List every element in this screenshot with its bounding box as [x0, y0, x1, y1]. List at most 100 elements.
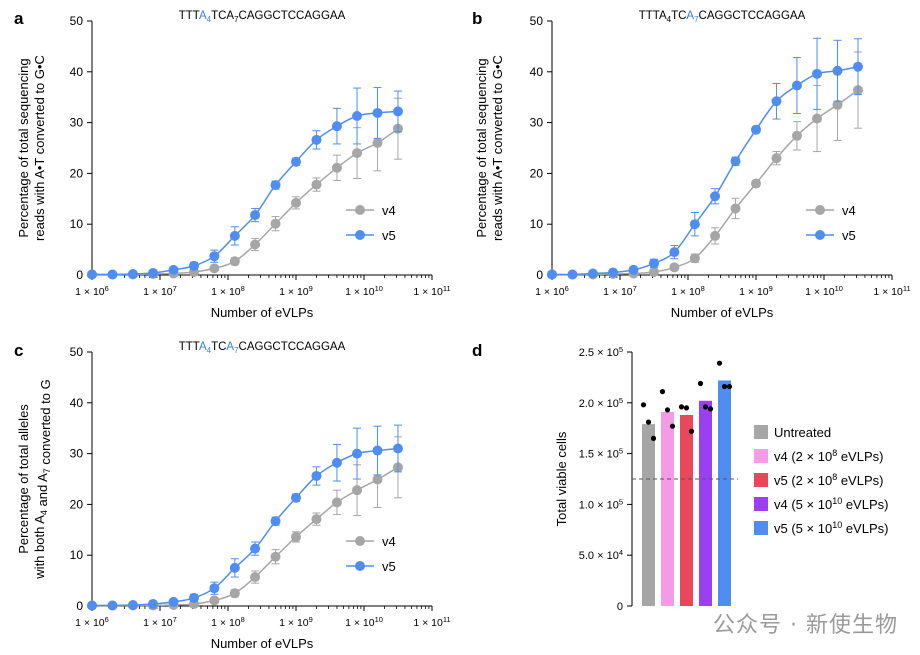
- panel-letter-d: d: [472, 341, 482, 360]
- y-axis-label: Total viable cells: [554, 431, 569, 526]
- sequence-title: TTTA4TCA7CAGGCTCCAGGAA: [639, 10, 806, 24]
- data-point-v5: [648, 258, 659, 269]
- replicate-point: [702, 404, 709, 410]
- data-point-v5: [127, 599, 138, 610]
- legend-swatch-4: [754, 521, 768, 535]
- legend-swatch-2: [754, 473, 768, 487]
- replicate-point: [640, 402, 647, 408]
- data-point-v5: [250, 543, 261, 554]
- x-tick-label: 1 × 107: [143, 615, 177, 629]
- y-tick-label: 20: [530, 166, 544, 180]
- data-point-v5: [168, 264, 179, 275]
- data-point-v5: [567, 269, 578, 280]
- data-point-v4: [209, 263, 220, 274]
- x-tick-label: 1 × 107: [143, 284, 177, 298]
- legend-label-4: v5 (5 × 1010 eVLPs): [774, 520, 888, 536]
- data-point-v5: [392, 443, 403, 454]
- data-point-v5: [730, 156, 741, 167]
- data-point-v5: [291, 156, 301, 167]
- legend-marker-v5: [355, 561, 365, 571]
- y-tick-label: 5.0 × 104: [579, 548, 623, 562]
- data-point-v5: [352, 110, 363, 121]
- data-point-v4: [689, 253, 700, 264]
- panel-letter-c: c: [14, 341, 23, 360]
- data-point-v4: [710, 230, 721, 241]
- x-axis-label: Number of eVLPs: [211, 636, 314, 651]
- legend-label-v4: v4: [842, 203, 856, 218]
- y-tick-label: 1.5 × 105: [579, 447, 623, 461]
- data-point-v4: [669, 262, 680, 273]
- replicate-point: [669, 423, 676, 429]
- panel-b-plot: 0 10 20 30 40 50 1 × 106 1 × 107 1 × 108 1 × 109 1…: [474, 10, 911, 320]
- y-tick-label: 50: [70, 345, 84, 359]
- replicate-point: [688, 428, 695, 434]
- data-point-v4: [372, 137, 383, 148]
- data-point-v4: [832, 99, 843, 110]
- fit-line-v4: [92, 128, 399, 276]
- fit-line-v4: [552, 89, 859, 276]
- bar-3: [699, 400, 712, 606]
- data-point-v4: [791, 130, 802, 141]
- data-point-v5: [209, 251, 220, 262]
- data-point-v4: [311, 514, 322, 525]
- data-point-v5: [812, 68, 823, 79]
- y-tick-label: 2.0 × 105: [579, 396, 623, 410]
- data-point-v5: [669, 247, 680, 258]
- data-point-v5: [229, 562, 240, 573]
- x-tick-label: 1 × 1010: [805, 284, 843, 298]
- y-tick-label: 50: [530, 14, 544, 28]
- data-point-v4: [352, 485, 363, 496]
- data-point-v5: [168, 596, 179, 607]
- data-point-v5: [331, 121, 342, 132]
- legend-label-v4: v4: [382, 203, 396, 218]
- fit-line-v5: [91, 447, 399, 607]
- replicate-point: [726, 383, 733, 390]
- fit-line-v5: [91, 110, 399, 276]
- y-tick-label: 30: [530, 116, 544, 130]
- data-point-v4: [648, 266, 659, 277]
- x-tick-label: 1 × 108: [671, 284, 705, 298]
- y-tick-label: 20: [70, 166, 84, 180]
- y-tick-label: 0: [536, 268, 543, 282]
- series-v4: [547, 51, 863, 280]
- data-point-v5: [751, 124, 761, 135]
- replicate-point: [650, 435, 657, 441]
- legend-marker-v4: [355, 205, 365, 215]
- data-point-v5: [291, 492, 301, 503]
- sequence-title: TTTA4TCA7CAGGCTCCAGGAA: [179, 341, 346, 355]
- data-point-v5: [608, 267, 619, 278]
- x-tick-label: 1 × 1011: [413, 284, 450, 298]
- data-point-v5: [689, 219, 700, 230]
- panel-a-plot: 0 10 20 30 40 50 1 × 106 1 × 107 1 × 108 1 × 109 1…: [16, 10, 451, 320]
- data-point-v4: [311, 179, 322, 190]
- x-tick-label: 1 × 106: [75, 284, 109, 298]
- data-point-v4: [730, 203, 741, 214]
- series-v5: [87, 424, 403, 611]
- data-point-v5: [87, 600, 97, 611]
- data-point-v4: [270, 218, 281, 229]
- x-tick-label: 1 × 108: [211, 615, 245, 629]
- data-point-v5: [311, 134, 322, 145]
- x-tick-label: 1 × 109: [739, 284, 773, 298]
- y-tick-label: 0: [76, 268, 83, 282]
- y-axis-label: Percentage of total alleleswith both A4 …: [16, 379, 53, 579]
- x-tick-label: 1 × 1011: [413, 615, 450, 629]
- y-tick-label: 0: [76, 599, 83, 613]
- data-point-v4: [372, 474, 383, 485]
- x-tick-label: 1 × 106: [535, 284, 569, 298]
- x-tick-label: 1 × 109: [279, 615, 313, 629]
- replicate-point: [645, 419, 652, 425]
- data-point-v4: [812, 113, 823, 124]
- data-point-v4: [751, 178, 761, 189]
- y-tick-label: 1.0 × 105: [579, 497, 623, 511]
- data-point-v5: [352, 448, 363, 459]
- legend-swatch-0: [754, 425, 768, 439]
- data-point-v5: [832, 65, 843, 76]
- y-tick-label: 2.5 × 105: [579, 345, 623, 359]
- data-point-v5: [372, 107, 383, 118]
- legend-label-3: v4 (5 × 1010 eVLPs): [774, 496, 888, 512]
- data-point-v5: [270, 516, 281, 527]
- replicate-point: [664, 407, 671, 413]
- data-point-v5: [127, 268, 138, 279]
- data-point-v5: [188, 592, 199, 603]
